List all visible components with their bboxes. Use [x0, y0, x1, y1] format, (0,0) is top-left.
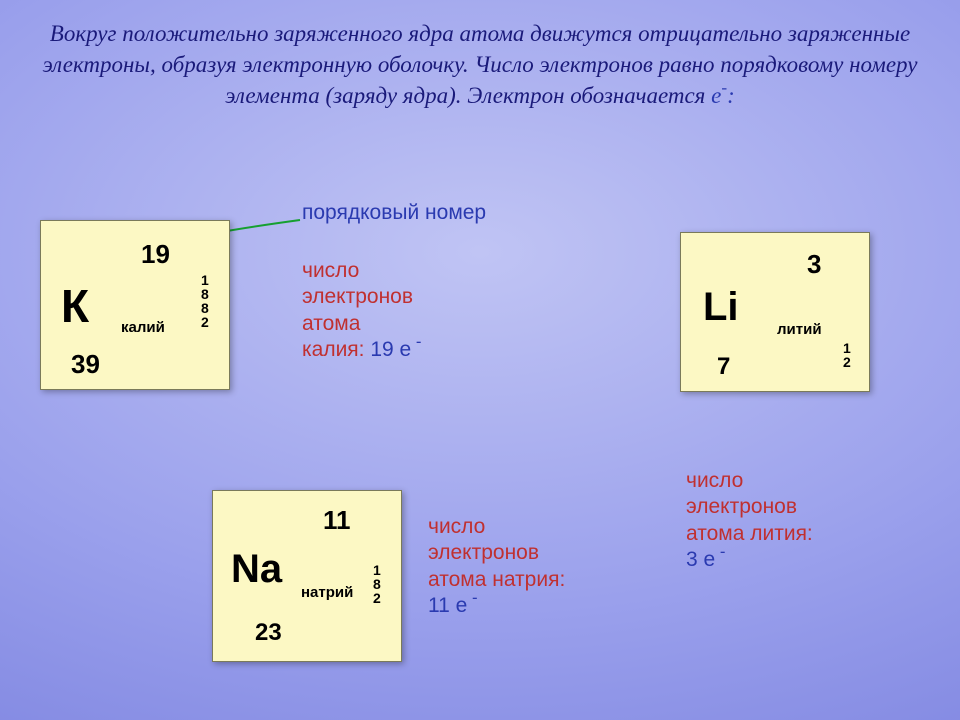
ordinal-number-text: порядковый номер	[302, 201, 486, 224]
annotation-line: число	[302, 258, 422, 284]
annotation-na: числоэлектроноватома натрия:11 е -	[428, 514, 565, 619]
annotation-value-line: 3 е -	[686, 547, 813, 573]
annotation-line: число	[686, 468, 813, 494]
electron-symbol-e: е	[711, 83, 721, 108]
annotation-value-line: 11 е -	[428, 593, 565, 619]
atomic-number: 19	[141, 239, 170, 270]
element-card-k: К1939калий1882	[40, 220, 230, 390]
electron-shell-column: 12	[843, 341, 851, 369]
mass-number: 39	[71, 349, 100, 380]
annotation-line: электронов	[428, 540, 565, 566]
mass-number: 23	[255, 619, 282, 647]
shell-value: 1	[843, 341, 851, 355]
element-card-li: Li 3 7 литий 12	[680, 232, 870, 392]
atomic-number: 3	[807, 249, 821, 280]
shell-value: 8	[373, 577, 381, 591]
electron-count-value: 3 е	[686, 548, 715, 571]
element-symbol: Na	[231, 547, 282, 592]
shell-value: 1	[201, 273, 209, 287]
annotation-prefix: калия:	[302, 338, 370, 361]
element-name: натрий	[301, 585, 355, 601]
electron-count-value: 11 е	[428, 594, 467, 617]
mass-number: 7	[717, 353, 730, 381]
annotation-line: атома	[302, 311, 422, 337]
element-symbol: К	[61, 279, 89, 333]
annotation-li: числоэлектроноватома лития:3 е -	[686, 468, 813, 573]
shell-value: 8	[201, 287, 209, 301]
shell-value: 2	[373, 591, 381, 605]
electron-symbol-sup: -	[721, 78, 727, 97]
ordinal-number-label: порядковый номер	[302, 200, 486, 226]
shell-value: 2	[201, 315, 209, 329]
shell-value: 2	[843, 355, 851, 369]
intro-paragraph: Вокруг положительно заряженного ядра ато…	[40, 18, 920, 111]
annotation-line: электронов	[302, 284, 422, 310]
intro-text: Вокруг положительно заряженного ядра ато…	[43, 21, 918, 108]
annotation-line: число	[428, 514, 565, 540]
element-name: литий	[777, 321, 822, 338]
annotation-line: атома натрия:	[428, 567, 565, 593]
element-name: калий	[121, 319, 165, 336]
annotation-value-line: калия: 19 е -	[302, 337, 422, 363]
annotation-k: числоэлектроноватомакалия: 19 е -	[302, 258, 422, 363]
annotation-line: электронов	[686, 494, 813, 520]
electron-count-sup: -	[715, 542, 725, 561]
element-symbol: Li	[703, 285, 739, 330]
electron-count-sup: -	[411, 332, 421, 351]
slide-content: Вокруг положительно заряженного ядра ато…	[0, 0, 960, 720]
annotation-line: атома лития:	[686, 521, 813, 547]
atomic-number: 11	[323, 505, 351, 536]
intro-colon: :	[727, 83, 735, 108]
shell-value: 8	[201, 301, 209, 315]
electron-count-value: 19 е	[370, 338, 411, 361]
electron-count-sup: -	[467, 588, 477, 607]
shell-value: 1	[373, 563, 381, 577]
electron-shell-column: 182	[373, 563, 381, 605]
element-card-na: Na 11 23 натрий 182	[212, 490, 402, 662]
electron-shell-column: 1882	[201, 273, 209, 329]
